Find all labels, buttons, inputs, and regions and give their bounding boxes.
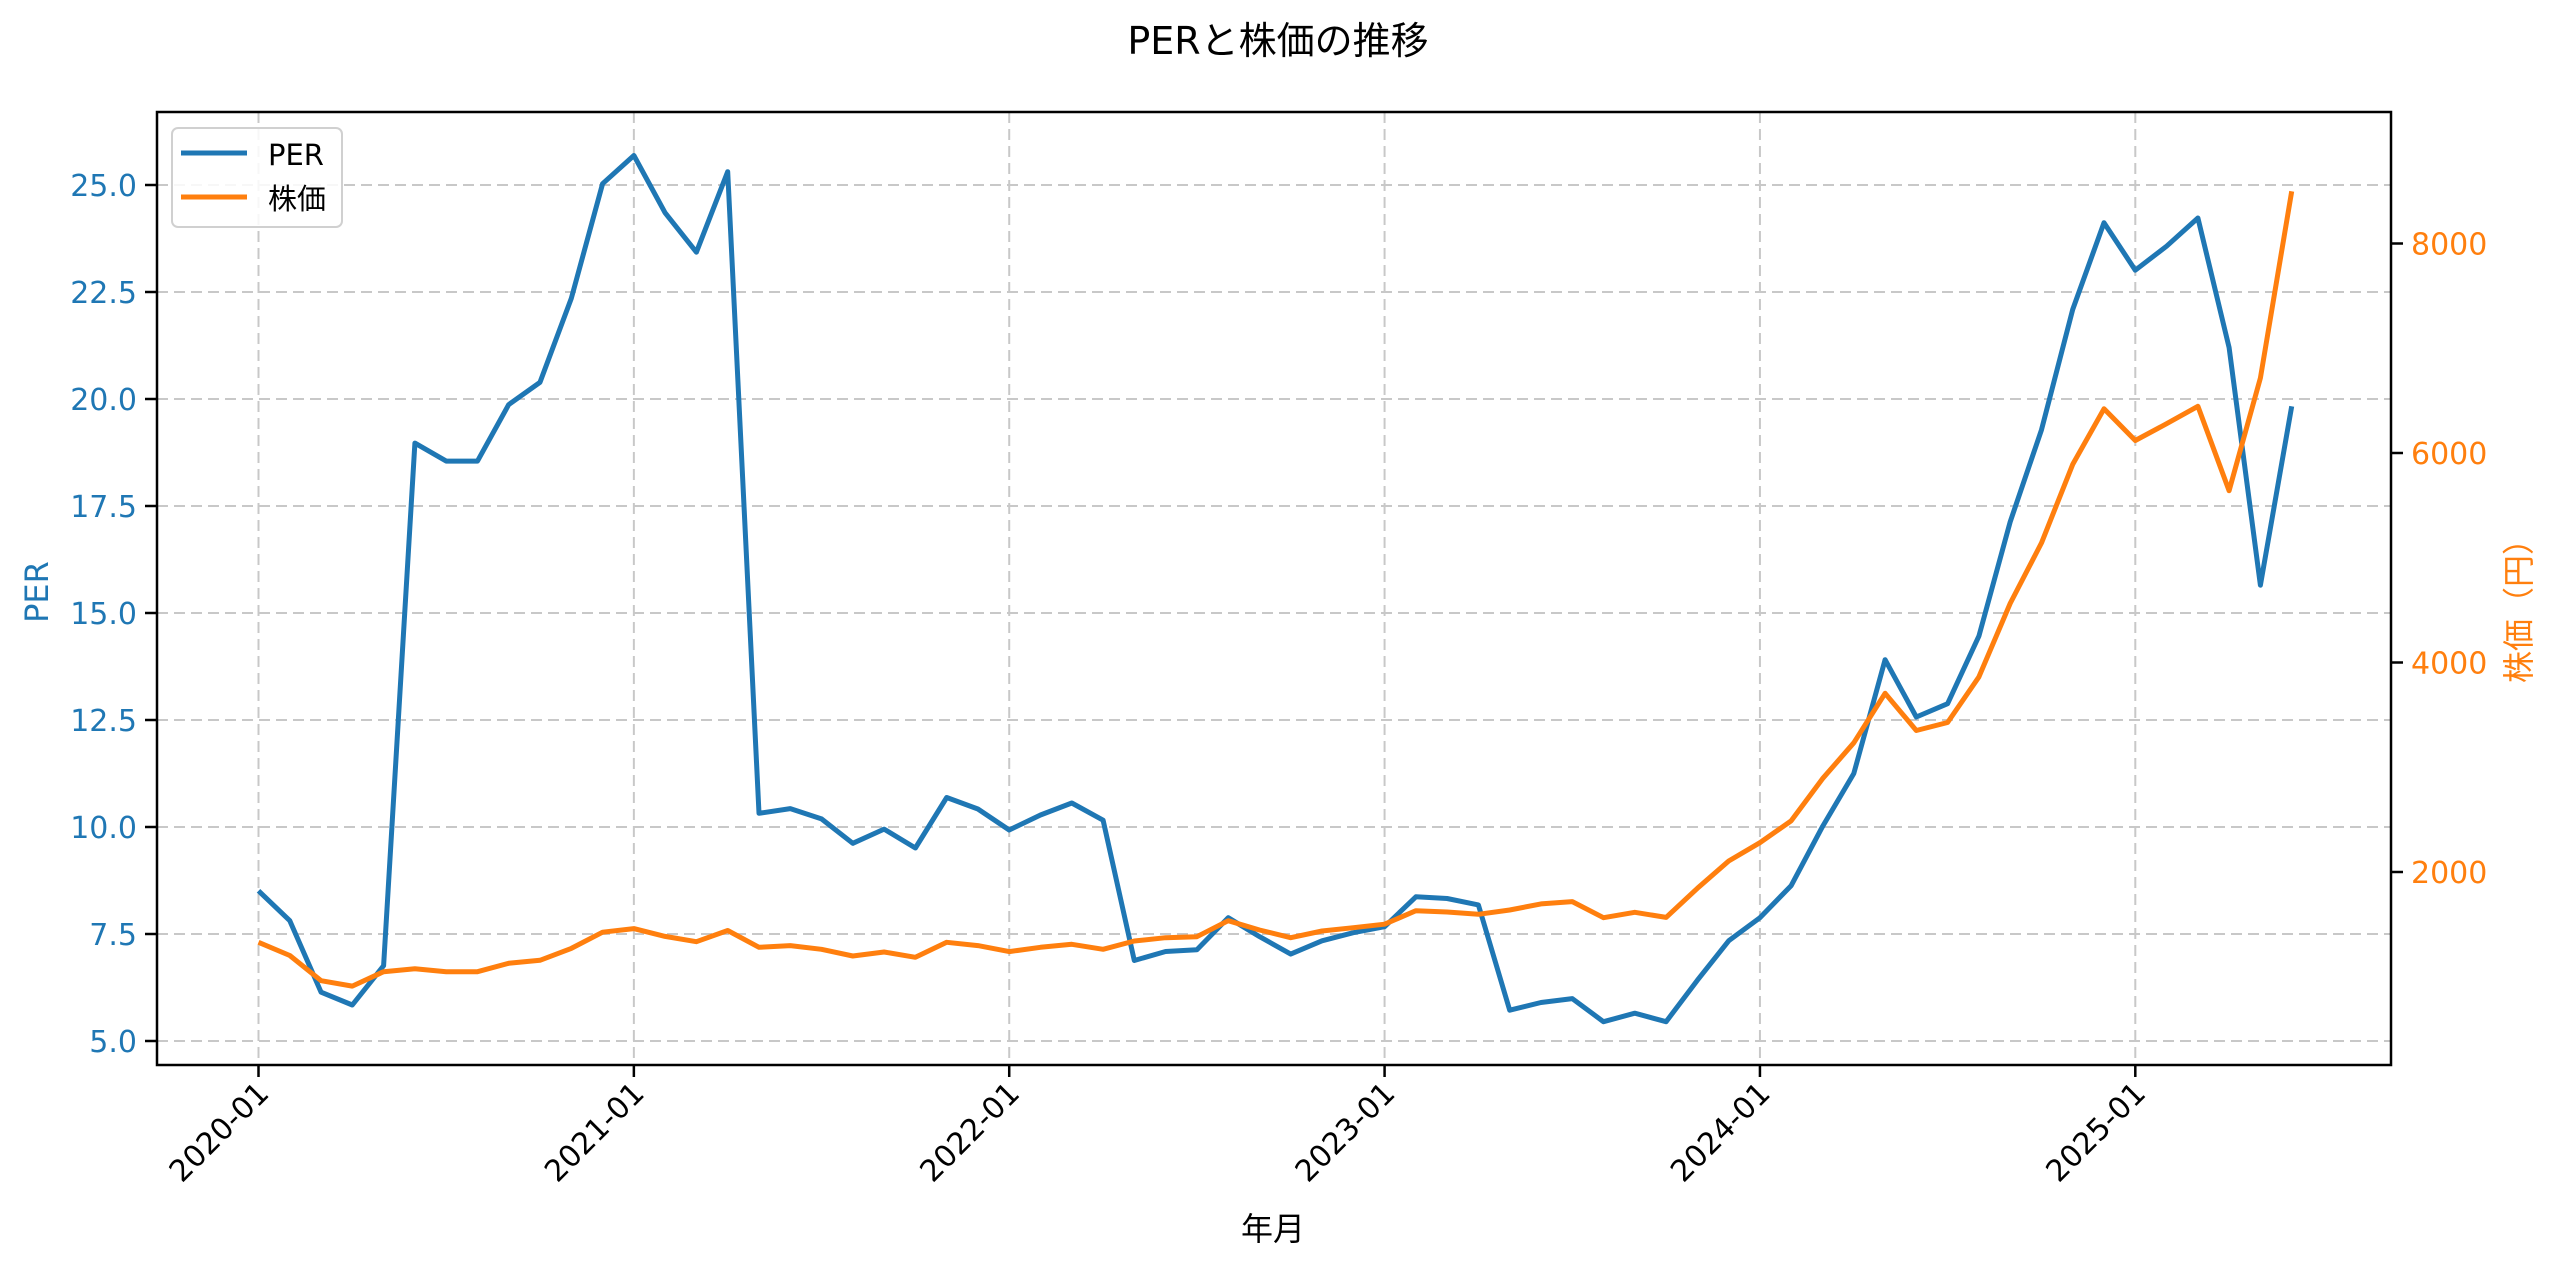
plot-series [256,153,2295,1025]
y-right-tick-label: 6000 [2411,437,2487,472]
grid-lines [157,112,2391,1065]
y-axis-left-label: PER [18,561,56,623]
chart-title: PERと株価の推移 [1127,19,1428,63]
x-tick-label: 2023-01 [1289,1076,1402,1189]
y-left-tick-label: 15.0 [70,597,137,632]
legend: PER 株価 [171,127,343,228]
y-left-tick-label: 12.5 [70,704,137,739]
x-axis-ticks: 2020-01 2021-01 2022-01 2023-01 2024-01 2025-… [163,1065,2153,1189]
x-axis-label: 年月 [1241,1210,1305,1248]
per-line [256,153,2295,1025]
y-left-tick-label: 17.5 [70,490,137,525]
y-axis-left-ticks: 5.0 7.5 10.0 12.5 15.0 17.5 20.0 22.5 25.0 [70,169,157,1060]
price-line [257,190,2295,989]
x-tick-label: 2021-01 [538,1076,651,1189]
y-left-tick-label: 22.5 [70,276,137,311]
x-tick-label: 2024-01 [1664,1076,1777,1189]
legend-label-price: 株価 [268,182,326,216]
y-left-tick-label: 10.0 [70,811,137,846]
y-right-tick-label: 8000 [2411,228,2487,263]
y-axis-right-ticks: 2000 4000 6000 8000 [2391,228,2487,891]
x-tick-label: 2020-01 [163,1076,276,1189]
y-left-tick-label: 7.5 [89,918,137,953]
y-axis-right-label: 株価（円） [2500,523,2538,683]
y-left-tick-label: 5.0 [89,1025,137,1060]
legend-label-per: PER [268,138,324,172]
x-tick-label: 2025-01 [2040,1076,2153,1189]
axes-frame [155,110,2393,1067]
y-right-tick-label: 2000 [2411,856,2487,891]
x-tick-label: 2022-01 [913,1076,1026,1189]
y-right-tick-label: 4000 [2411,647,2487,682]
y-left-tick-label: 25.0 [70,169,137,204]
y-left-tick-label: 20.0 [70,383,137,418]
